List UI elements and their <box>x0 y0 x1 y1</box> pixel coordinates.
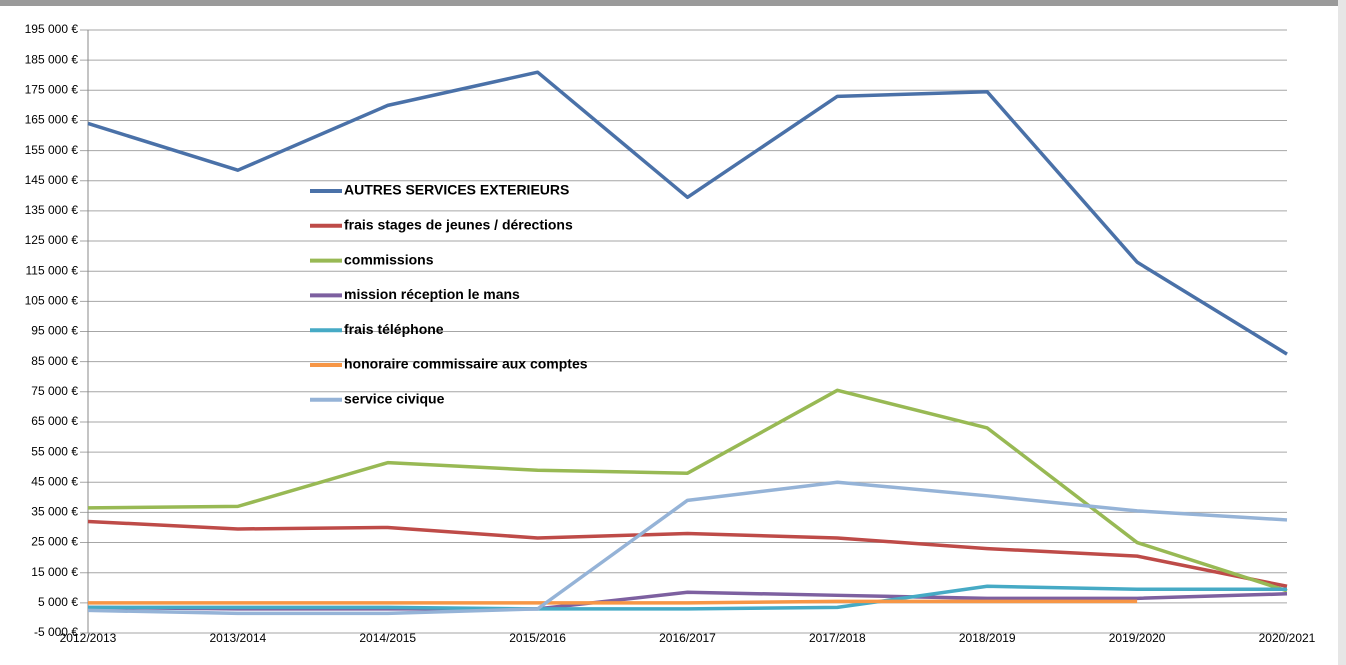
x-tick-label: 2012/2013 <box>60 631 117 645</box>
y-tick-label: -5 000 € <box>34 625 78 639</box>
y-tick-label: 75 000 € <box>31 384 78 398</box>
x-tick-label: 2016/2017 <box>659 631 716 645</box>
y-tick-label: 65 000 € <box>31 414 78 428</box>
y-tick-label: 35 000 € <box>31 505 78 519</box>
x-tick-label: 2019/2020 <box>1109 631 1166 645</box>
x-tick-label: 2015/2016 <box>509 631 566 645</box>
series-line <box>88 599 1138 605</box>
x-tick-label: 2017/2018 <box>809 631 866 645</box>
series-line <box>87 70 1288 356</box>
y-tick-label: 185 000 € <box>25 52 79 66</box>
y-tick-label: 15 000 € <box>31 565 78 579</box>
y-tick-label: 55 000 € <box>31 444 78 458</box>
y-tick-label: 165 000 € <box>25 113 79 127</box>
y-tick-label: 175 000 € <box>25 82 79 96</box>
y-tick-label: 195 000 € <box>25 22 79 36</box>
right-shadow <box>1338 0 1346 665</box>
series-line <box>88 584 1287 611</box>
legend-label: honoraire commissaire aux comptes <box>344 356 588 372</box>
y-tick-label: 25 000 € <box>31 535 78 549</box>
legend-label: frais téléphone <box>344 321 444 337</box>
y-tick-label: 45 000 € <box>31 474 78 488</box>
x-tick-label: 2014/2015 <box>359 631 416 645</box>
legend-label: AUTRES SERVICES EXTERIEURS <box>344 182 569 198</box>
top-border <box>0 0 1346 6</box>
y-tick-label: 135 000 € <box>25 203 79 217</box>
y-tick-label: 115 000 € <box>26 263 79 277</box>
x-tick-label: 2018/2019 <box>959 631 1016 645</box>
legend-label: frais stages de jeunes / dérections <box>344 217 573 233</box>
series-line <box>87 388 1288 593</box>
legend-label: commissions <box>344 251 434 267</box>
y-tick-label: 85 000 € <box>31 354 78 368</box>
y-tick-label: 155 000 € <box>25 143 79 157</box>
y-tick-label: 145 000 € <box>25 173 79 187</box>
series-line <box>87 519 1288 588</box>
y-tick-label: 5 000 € <box>38 595 78 609</box>
legend-label: mission réception le mans <box>344 286 520 302</box>
legend-label: service civique <box>344 391 445 407</box>
x-tick-label: 2013/2014 <box>210 631 267 645</box>
series-line <box>87 480 1288 616</box>
y-tick-label: 125 000 € <box>25 233 79 247</box>
y-tick-label: 105 000 € <box>25 294 79 308</box>
y-tick-label: 95 000 € <box>31 324 78 338</box>
x-tick-label: 2020/2021 <box>1259 631 1316 645</box>
